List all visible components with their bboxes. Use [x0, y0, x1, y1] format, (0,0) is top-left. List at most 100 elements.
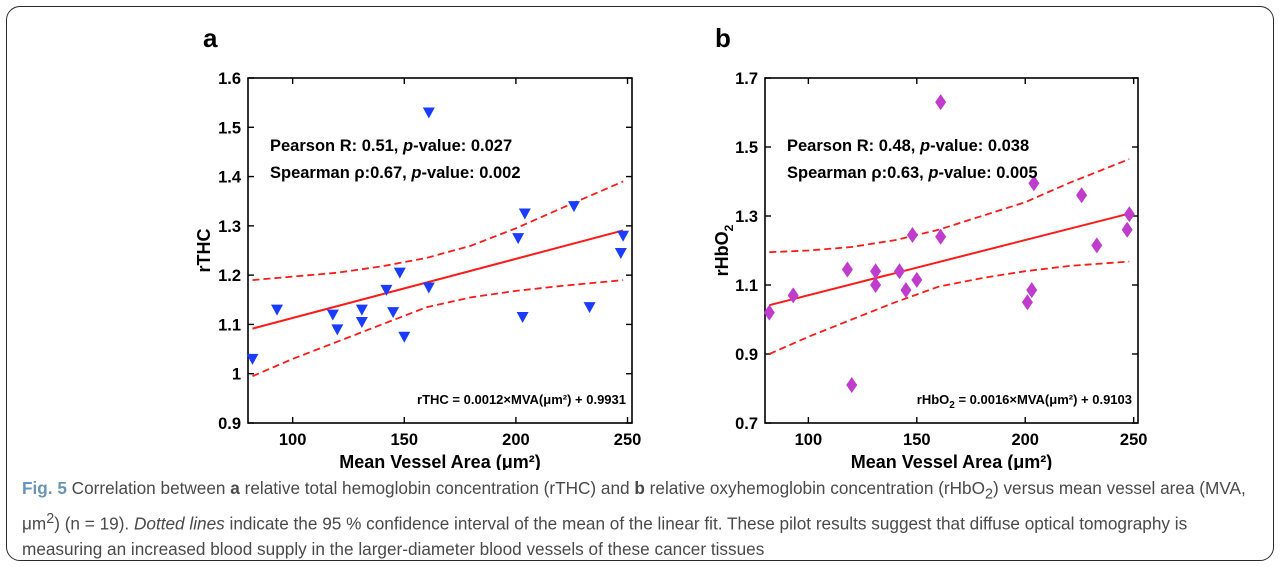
data-point — [516, 312, 529, 324]
data-point — [1028, 175, 1040, 192]
caption-text-5: ) (n = 19). — [54, 514, 134, 535]
data-point — [617, 230, 630, 242]
data-point — [1021, 294, 1033, 311]
caption-panel-a: a — [230, 478, 240, 498]
panel-b: b 0.7 0.9 1.1 1.3 1.5 1.7 100 150 200 250 Mean Vess… — [712, 23, 1147, 470]
y-tick-label: 0.9 — [218, 415, 241, 433]
y-tick-label: 1.1 — [735, 277, 758, 295]
data-point — [583, 302, 596, 314]
spearman-p: p — [927, 164, 938, 182]
x-tick-label: 150 — [903, 431, 931, 449]
data-point — [271, 304, 284, 316]
pearson-p: p — [919, 137, 930, 155]
y-tick-label: 1 — [232, 366, 241, 384]
data-point — [398, 331, 411, 343]
ci-lower-line — [252, 279, 624, 378]
caption-text-3: relative oxyhemoglobin concentration (rH… — [644, 478, 985, 498]
fit-line — [252, 229, 624, 330]
axes-box — [247, 77, 633, 424]
data-point — [870, 277, 882, 293]
data-point — [614, 247, 627, 259]
data-point — [911, 271, 923, 288]
figure-caption: Fig. 5 Correlation between a relative to… — [22, 476, 1262, 562]
caption-panel-b: b — [634, 478, 645, 498]
panel-label: b — [715, 23, 731, 53]
pearson-suffix: -value: 0.027 — [413, 137, 512, 155]
equation-sub: 2 — [949, 400, 955, 411]
pearson-annotation: Pearson R: 0.48, p-value: 0.038 — [787, 137, 1029, 155]
y-tick-label: 1.4 — [218, 169, 242, 187]
spearman-annotation: Spearman ρ:0.67, p-value: 0.002 — [270, 164, 521, 182]
y-tick-label: 1.5 — [218, 119, 241, 137]
data-point — [331, 324, 344, 336]
data-point — [1026, 282, 1038, 299]
caption-sub-2: 2 — [985, 486, 993, 503]
data-point — [393, 267, 406, 279]
x-axis-label: Mean Vessel Area (μm²) — [339, 452, 540, 470]
y-tick-label: 1.5 — [735, 139, 758, 157]
data-point — [246, 353, 259, 365]
y-axis-label: rTHC — [194, 229, 214, 273]
data-point — [387, 307, 400, 319]
x-tick-label: 200 — [502, 431, 530, 449]
y-tick-label: 1.3 — [218, 218, 241, 236]
data-point — [935, 228, 947, 245]
y-tick-label: 1.2 — [218, 267, 241, 285]
spearman-suffix: -value: 0.002 — [421, 164, 520, 182]
y-tick-label: 1.1 — [218, 316, 241, 334]
caption-sup-2: 2 — [46, 511, 55, 528]
y-tick-label: 1.6 — [218, 70, 241, 88]
data-point — [846, 377, 858, 394]
data-point — [355, 304, 368, 316]
y-tick-label: 1.7 — [735, 70, 758, 88]
y-tick-label: 1.3 — [735, 208, 758, 226]
spearman-prefix: Spearman ρ:0.67, — [270, 164, 411, 182]
data-point — [422, 107, 435, 119]
data-point — [1121, 221, 1133, 238]
caption-text-2: relative total hemoglobin concentration … — [239, 478, 635, 498]
data-point — [906, 226, 918, 243]
y-tick-label: 0.9 — [735, 346, 758, 364]
ci-upper-line — [252, 180, 624, 281]
x-tick-label: 200 — [1011, 431, 1039, 449]
x-tick-label: 250 — [1120, 431, 1148, 449]
axes-box — [764, 77, 1139, 424]
caption-fig-label: Fig. 5 — [22, 478, 67, 498]
data-point — [893, 263, 905, 280]
pearson-annotation: Pearson R: 0.51, p-value: 0.027 — [270, 137, 512, 155]
data-point — [935, 94, 947, 111]
data-point — [355, 316, 368, 328]
data-point — [326, 309, 339, 321]
y-tick-label: 0.7 — [735, 415, 758, 433]
data-point — [1091, 237, 1103, 254]
data-point — [870, 263, 882, 280]
panel-label: a — [203, 23, 218, 53]
data-point — [787, 287, 799, 304]
caption-text-4: ) versus mean vessel area (MVA, μm — [22, 478, 1246, 535]
data-point — [900, 282, 912, 299]
pearson-prefix: Pearson R: 0.51, — [270, 137, 403, 155]
equation-rest: = 0.0016×MVA(μm²) + 0.9103 — [955, 392, 1132, 407]
fit-line — [769, 212, 1130, 307]
pearson-suffix: -value: 0.038 — [930, 137, 1029, 155]
x-tick-label: 100 — [279, 431, 307, 449]
data-point — [380, 284, 393, 296]
caption-text-6: indicate the 95 % confidence interval of… — [22, 514, 1188, 560]
data-point — [422, 282, 435, 294]
figure-frame — [6, 6, 1274, 561]
spearman-p: p — [410, 164, 421, 182]
spearman-suffix: -value: 0.005 — [938, 164, 1037, 182]
x-tick-label: 100 — [795, 431, 823, 449]
data-point — [567, 201, 580, 213]
x-tick-label: 250 — [614, 431, 642, 449]
pearson-prefix: Pearson R: 0.48, — [787, 137, 920, 155]
panel-a: a 0.9 1 1.1 1.2 1.3 1.4 1.5 1.6 100 150 200 250 Mean … — [194, 23, 641, 470]
y-axis-label: rHbO2 — [712, 224, 736, 276]
figure-plots: a 0.9 1 1.1 1.2 1.3 1.4 1.5 1.6 100 150 200 250 Mean … — [194, 23, 1147, 470]
data-point — [841, 261, 853, 278]
data-point — [512, 233, 525, 245]
caption-dotted-lines: Dotted lines — [133, 514, 225, 535]
x-axis-label: Mean Vessel Area (μm²) — [851, 452, 1052, 470]
y-axis-label-sub: 2 — [722, 224, 736, 231]
spearman-prefix: Spearman ρ:0.63, — [787, 164, 928, 182]
